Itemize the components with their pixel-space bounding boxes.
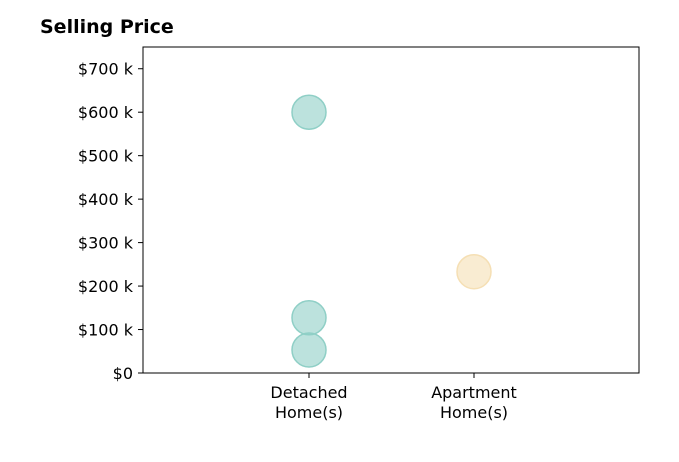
x-tick-label: Apartment	[431, 383, 517, 402]
data-points	[291, 94, 492, 368]
data-point	[456, 253, 492, 290]
chart-title: Selling Price	[40, 16, 174, 38]
x-tick-label: Home(s)	[440, 403, 508, 422]
data-point	[291, 332, 327, 368]
y-tick-label: $0	[113, 364, 133, 383]
x-tick-label: Home(s)	[275, 403, 343, 422]
y-tick-label: $200 k	[78, 277, 134, 296]
y-tick-label: $300 k	[78, 234, 134, 253]
y-tick-label: $600 k	[78, 103, 134, 122]
y-axis: $0 $100 k $200 k $300 k $400 k $500 k $600 k $7…	[78, 60, 143, 383]
data-point	[291, 300, 327, 336]
y-tick-label: $700 k	[78, 60, 134, 79]
data-point	[291, 94, 327, 130]
x-tick-label: Detached	[270, 383, 347, 402]
y-tick-label: $500 k	[78, 147, 134, 166]
y-tick-label: $400 k	[78, 190, 134, 209]
y-tick-label: $100 k	[78, 321, 134, 340]
plot-frame	[142, 46, 640, 374]
